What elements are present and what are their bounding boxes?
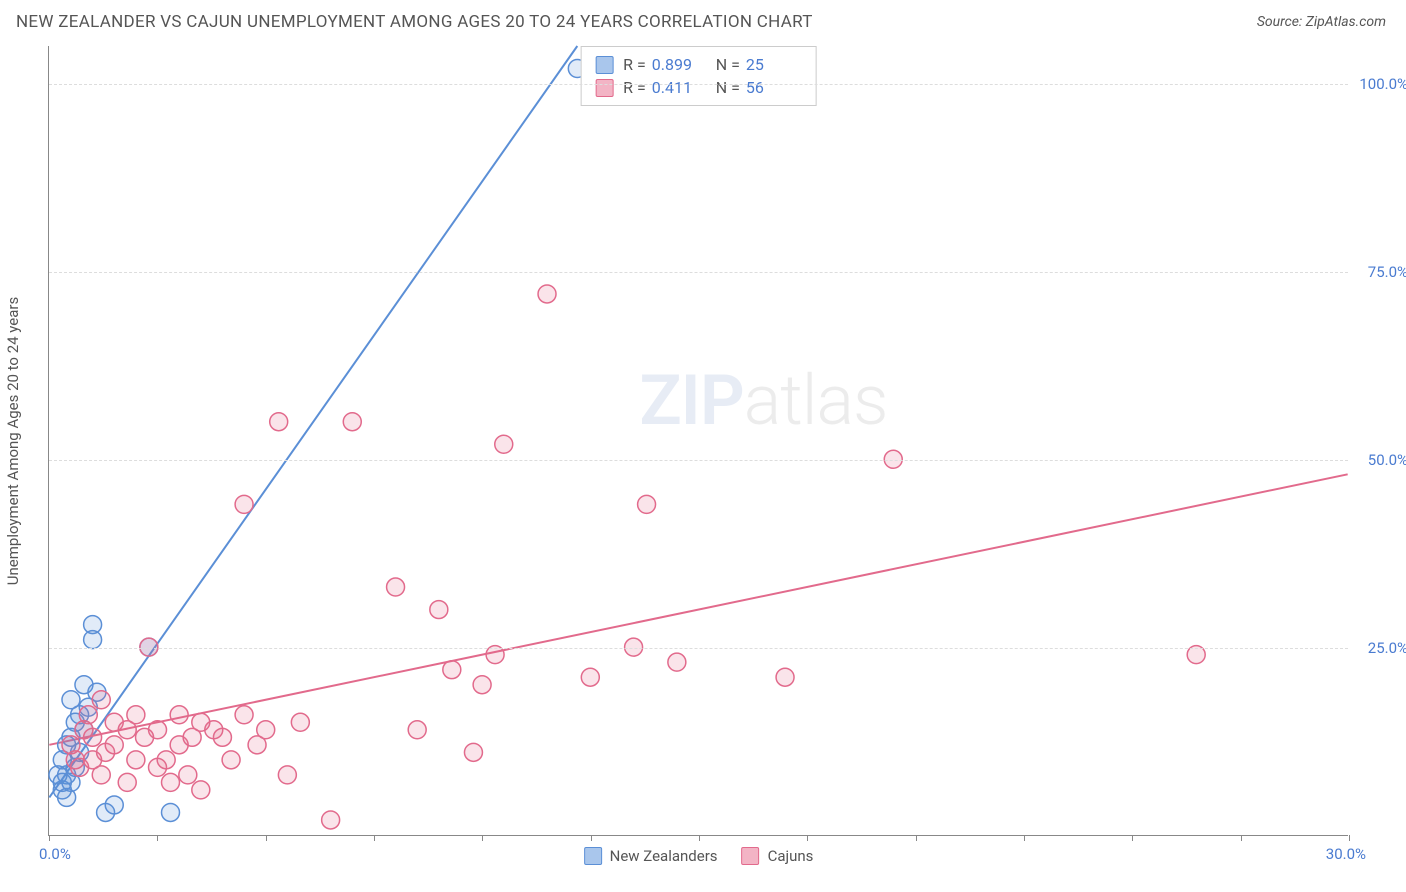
x-axis-min-label: 0.0% xyxy=(39,845,71,863)
data-point xyxy=(84,631,102,649)
data-point xyxy=(53,773,71,791)
data-point xyxy=(343,413,361,431)
x-tick xyxy=(1132,835,1133,841)
data-point xyxy=(776,668,794,686)
data-point xyxy=(170,706,188,724)
legend-stat-row: R =0.411 N =56 xyxy=(595,76,802,99)
data-point xyxy=(473,676,491,694)
data-point xyxy=(192,781,210,799)
data-point xyxy=(118,773,136,791)
data-point xyxy=(149,721,167,739)
legend-label: Cajuns xyxy=(768,847,814,865)
data-point xyxy=(127,751,145,769)
data-point xyxy=(495,435,513,453)
data-point xyxy=(322,811,340,829)
data-point xyxy=(162,773,180,791)
data-point xyxy=(638,495,656,513)
data-point xyxy=(235,495,253,513)
data-point xyxy=(105,796,123,814)
y-tick-label: 100.0% xyxy=(1352,75,1406,93)
legend-stat-text: R =0.899 N =25 xyxy=(623,55,802,74)
data-point xyxy=(538,285,556,303)
legend-item: New Zealanders xyxy=(584,847,718,865)
legend-swatch xyxy=(595,79,613,97)
data-point xyxy=(464,743,482,761)
chart-container: ZIPatlas R =0.899 N =25R =0.411 N =56 Un… xyxy=(48,46,1348,836)
data-point xyxy=(278,766,296,784)
x-tick xyxy=(157,835,158,841)
x-tick xyxy=(699,835,700,841)
y-tick-label: 75.0% xyxy=(1352,263,1406,281)
data-point xyxy=(84,728,102,746)
y-tick-label: 50.0% xyxy=(1352,451,1406,469)
legend-swatch xyxy=(742,847,760,865)
source-label: Source: ZipAtlas.com xyxy=(1257,14,1386,30)
data-point xyxy=(581,668,599,686)
data-point xyxy=(179,766,197,784)
data-point xyxy=(97,743,115,761)
regression-line xyxy=(49,474,1347,745)
x-tick xyxy=(1349,835,1350,841)
data-point xyxy=(157,751,175,769)
legend-swatch xyxy=(584,847,602,865)
gridline xyxy=(49,84,1348,85)
data-point xyxy=(387,578,405,596)
x-axis-max-label: 30.0% xyxy=(1326,845,1366,863)
data-point xyxy=(222,751,240,769)
chart-header: NEW ZEALANDER VS CAJUN UNEMPLOYMENT AMON… xyxy=(0,0,1406,36)
data-point xyxy=(270,413,288,431)
x-tick xyxy=(1241,835,1242,841)
x-tick xyxy=(266,835,267,841)
x-tick xyxy=(916,835,917,841)
legend-swatch xyxy=(595,56,613,74)
legend-label: New Zealanders xyxy=(610,847,718,865)
x-tick xyxy=(49,835,50,841)
series-legend: New Zealanders Cajuns xyxy=(584,847,814,865)
legend-stat-row: R =0.899 N =25 xyxy=(595,53,802,76)
data-point xyxy=(127,706,145,724)
data-point xyxy=(71,758,89,776)
correlation-legend: R =0.899 N =25 R =0.411 N =56 xyxy=(580,46,817,106)
data-point xyxy=(92,691,110,709)
legend-stat-text: R =0.411 N =56 xyxy=(623,78,802,97)
data-point xyxy=(79,706,97,724)
x-tick xyxy=(1024,835,1025,841)
x-tick xyxy=(591,835,592,841)
data-point xyxy=(668,653,686,671)
plot-area: ZIPatlas R =0.899 N =25R =0.411 N =56 Un… xyxy=(48,46,1348,836)
data-point xyxy=(183,728,201,746)
data-point xyxy=(248,736,266,754)
data-point xyxy=(235,706,253,724)
data-point xyxy=(430,601,448,619)
x-tick xyxy=(482,835,483,841)
chart-title: NEW ZEALANDER VS CAJUN UNEMPLOYMENT AMON… xyxy=(16,12,813,32)
data-point xyxy=(162,803,180,821)
y-axis-label: Unemployment Among Ages 20 to 24 years xyxy=(4,296,22,584)
scatter-plot xyxy=(49,46,1348,835)
gridline xyxy=(49,648,1348,649)
gridline xyxy=(49,460,1348,461)
y-tick-label: 25.0% xyxy=(1352,639,1406,657)
data-point xyxy=(443,661,461,679)
data-point xyxy=(92,766,110,784)
gridline xyxy=(49,272,1348,273)
data-point xyxy=(408,721,426,739)
x-tick xyxy=(807,835,808,841)
data-point xyxy=(291,713,309,731)
data-point xyxy=(213,728,231,746)
regression-line xyxy=(49,46,577,797)
legend-item: Cajuns xyxy=(742,847,814,865)
x-tick xyxy=(374,835,375,841)
